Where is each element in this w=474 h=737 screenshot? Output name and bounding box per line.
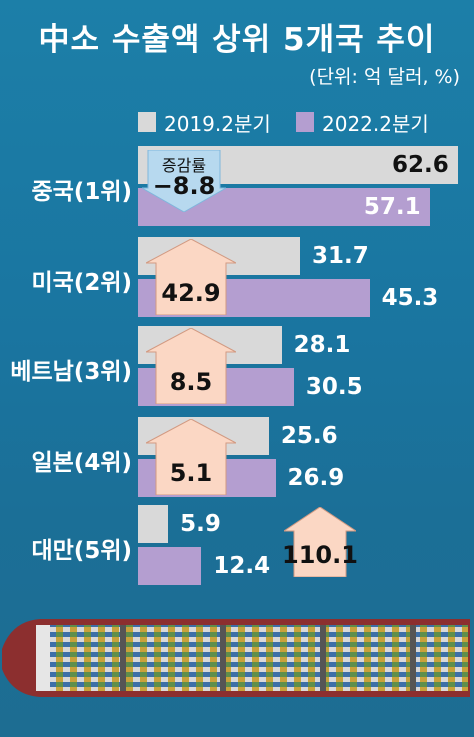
bar-2019	[138, 505, 169, 543]
arrow-up-icon	[284, 507, 356, 577]
value-label-2019: 28.1	[293, 332, 351, 358]
growth-rate-label: 8.5	[169, 368, 213, 396]
value-label-2022: 45.3	[381, 285, 439, 311]
growth-rate-caption: 증감률	[161, 156, 207, 175]
arrow-up-icon	[146, 419, 236, 495]
legend-swatch-2019	[138, 112, 156, 132]
value-label-2019: 25.6	[280, 423, 338, 449]
growth-rate-label: 5.1	[169, 459, 213, 487]
bar-2022	[138, 547, 202, 585]
unit-note: (단위: 억 달러, %)	[309, 66, 460, 88]
category-label: 베트남(3위)	[10, 359, 132, 385]
value-label-2019: 62.6	[392, 152, 449, 178]
value-label-2019: 5.9	[180, 511, 221, 537]
category-label: 미국(2위)	[31, 270, 132, 296]
value-label-2022: 30.5	[305, 374, 363, 400]
growth-rate-label: −8.8	[152, 172, 216, 200]
value-label-2019: 31.7	[312, 243, 369, 269]
category-label: 중국(1위)	[31, 179, 132, 205]
container-ship-illustration	[2, 619, 470, 697]
value-label-2022: 26.9	[287, 465, 345, 491]
legend-swatch-2022	[296, 112, 314, 132]
value-label-2022: 12.4	[213, 553, 271, 579]
category-label: 일본(4위)	[31, 450, 132, 476]
arrow-up-icon	[146, 239, 236, 315]
legend-label-2019: 2019.2분기	[164, 112, 271, 136]
value-label-2022: 57.1	[363, 194, 421, 220]
growth-rate-label: 110.1	[282, 541, 358, 569]
arrow-down-icon	[142, 150, 226, 212]
arrow-up-icon	[146, 328, 236, 404]
category-label: 대만(5위)	[31, 538, 132, 564]
chart-title: 中소 수출액 상위 5개국 추이	[38, 22, 436, 58]
growth-rate-label: 42.9	[161, 279, 221, 307]
legend-label-2022: 2022.2분기	[322, 112, 429, 136]
